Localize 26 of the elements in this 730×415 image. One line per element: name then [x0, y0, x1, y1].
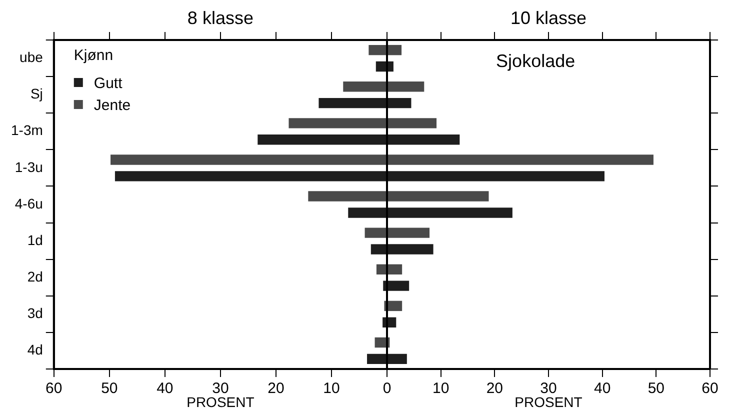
- x-tick-label: 50: [648, 380, 665, 398]
- y-tick-label: 4-6u: [14, 195, 43, 212]
- x-tick-label: 60: [46, 380, 62, 398]
- x-tick-label: 20: [268, 380, 284, 398]
- x-tick-label: 40: [594, 380, 611, 398]
- x-tick-label: 10: [432, 380, 450, 398]
- x-tick-label: 0: [382, 380, 392, 398]
- y-tick-label: ube: [20, 49, 44, 66]
- y-tick-label: 2d: [27, 268, 43, 284]
- annotation: Sjokolade: [496, 51, 576, 71]
- y-tick-label: 1d: [27, 232, 43, 248]
- chart-title: 8 klasse: [187, 8, 254, 28]
- y-tick-label: 1-3u: [14, 158, 43, 175]
- x-tick-label: 10: [323, 380, 340, 398]
- y-tick-label: 1-3m: [10, 122, 43, 138]
- x-tick-label: 40: [156, 380, 174, 398]
- x-tick-label: 20: [486, 380, 504, 398]
- legend-label: Gutt: [94, 75, 124, 92]
- x-tick-label: 60: [702, 380, 718, 398]
- chart-title: 10 klasse: [510, 8, 587, 28]
- y-tick-label: Sj: [30, 86, 43, 102]
- legend-label: Jente: [94, 97, 131, 114]
- x-tick-label: 50: [101, 380, 118, 398]
- y-tick-label: 3d: [27, 305, 43, 322]
- y-tick-label: 4d: [27, 342, 43, 358]
- legend-title: Kjønn: [74, 47, 114, 64]
